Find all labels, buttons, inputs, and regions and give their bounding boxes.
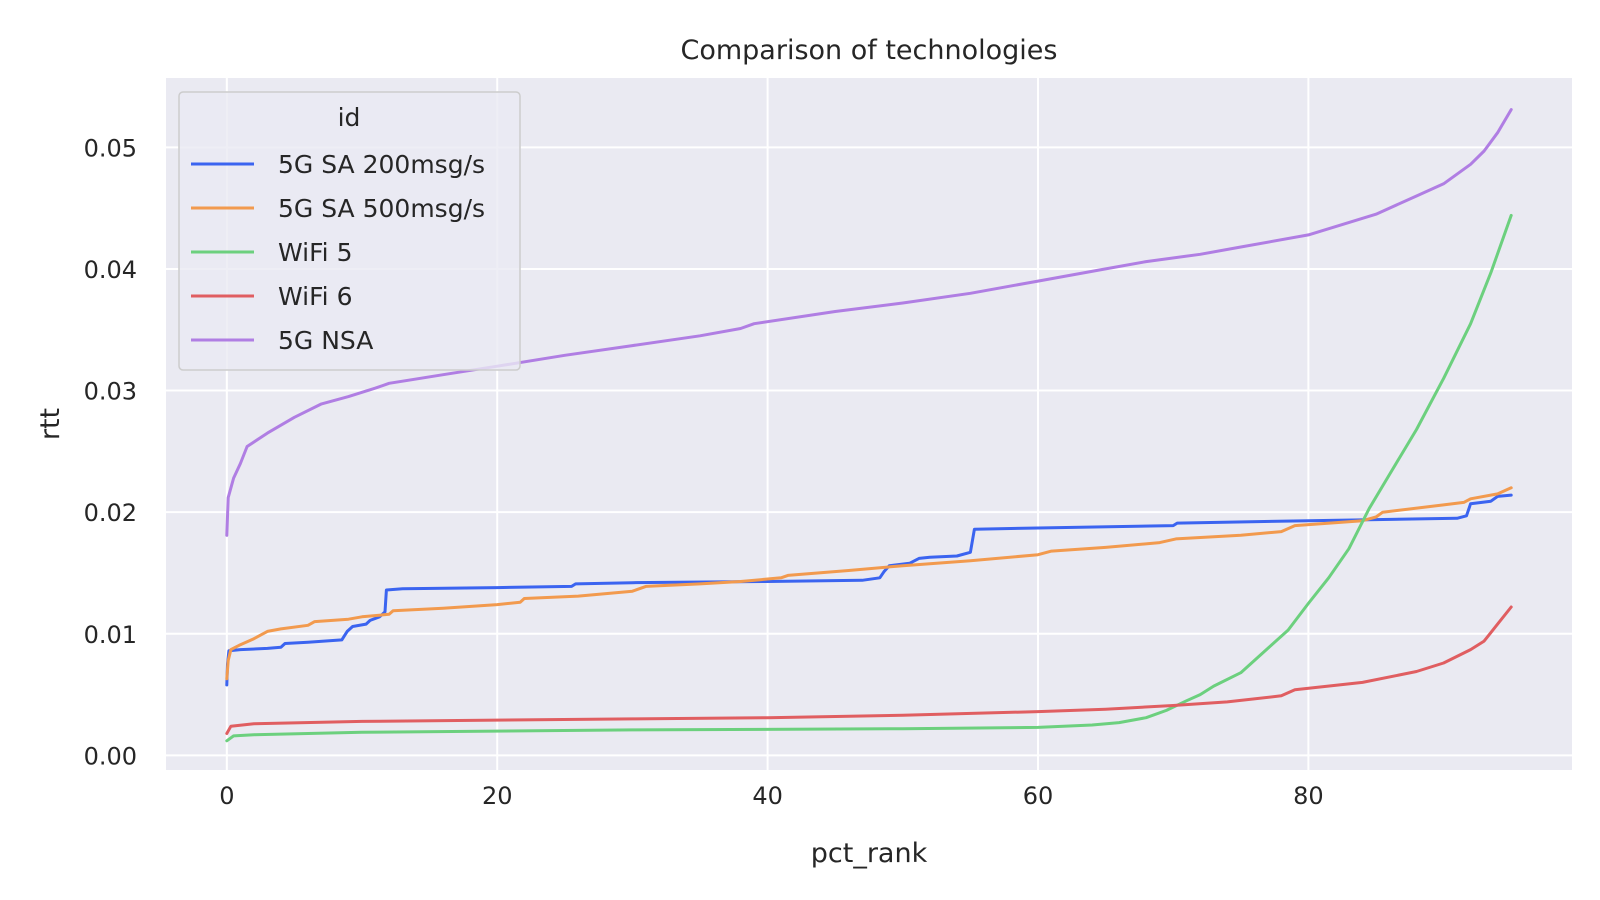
legend-box [178,91,521,371]
legend: id 5G SA 200msg/s 5G SA 500msg/s WiFi 5 WiF… [178,91,521,371]
grid [166,78,1572,770]
series-line-5g-sa-200msg-s [225,493,1513,687]
legend-title: id [338,103,361,132]
y-tick-label: 0.00 [84,742,137,770]
series-line-wifi-5 [225,213,1513,743]
x-tick-label: 20 [482,782,513,810]
y-axis-label: rtt [35,408,66,440]
y-tick-label: 0.04 [84,256,137,284]
series-line-wifi-6 [225,605,1513,735]
legend-label-5g-nsa: 5G NSA [278,326,373,355]
x-tick-label: 0 [219,782,234,810]
legend-label-wifi-6: WiFi 6 [278,282,352,311]
x-tick-label: 80 [1293,782,1324,810]
y-tick-label: 0.05 [84,134,137,162]
series-lines [225,108,1513,743]
chart-title: Comparison of technologies [681,35,1058,66]
x-tick-label: 60 [1023,782,1054,810]
x-tick-label: 40 [752,782,783,810]
legend-label-5g-sa-200msg-s: 5G SA 200msg/s [278,150,485,179]
y-tick-label: 0.02 [84,499,137,527]
legend-label-wifi-5: WiFi 5 [278,238,352,267]
legend-items: 5G SA 200msg/s 5G SA 500msg/s WiFi 5 WiFi 6… [191,150,485,355]
series-line-5g-nsa [225,108,1513,537]
legend-label-5g-sa-500msg-s: 5G SA 500msg/s [278,194,485,223]
y-tick-label: 0.01 [84,621,137,649]
x-axis-label: pct_rank [811,838,928,869]
y-tick-label: 0.03 [84,378,137,406]
tick-labels: 0 20 40 60 80 0.00 0.01 0.02 0.03 0.04 0.05 [84,134,1324,810]
